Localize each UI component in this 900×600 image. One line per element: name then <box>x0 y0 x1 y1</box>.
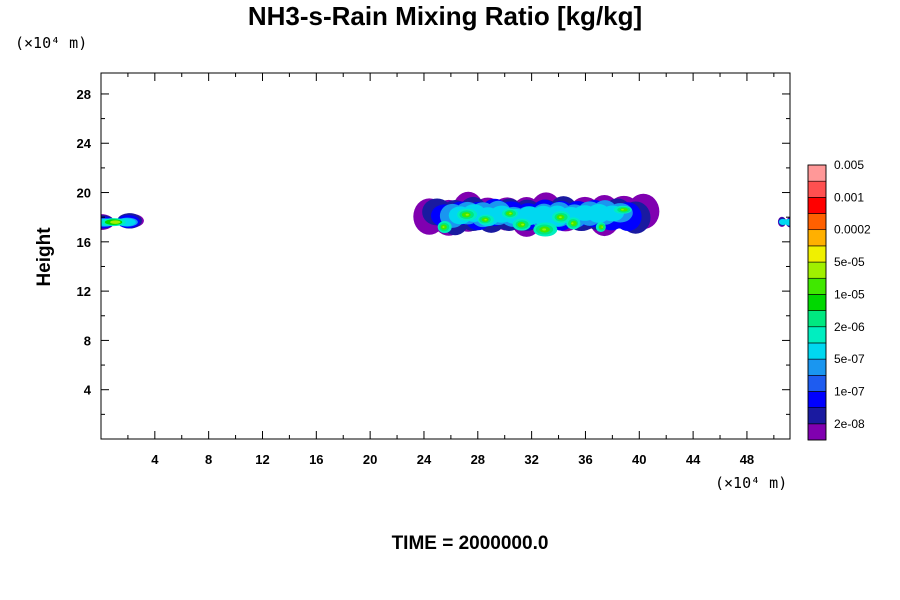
cloud-region <box>777 216 790 228</box>
x-tick-label: 28 <box>471 452 485 467</box>
cloud-core <box>442 226 445 229</box>
y-tick-label: 24 <box>77 136 92 151</box>
colorbar-legend: 2e-08 1e-07 5e-07 2e-06 1e-05 5e-05 0.0002 0.00… <box>807 158 871 441</box>
cloud-core <box>784 219 790 226</box>
colorbar-swatch <box>807 358 827 376</box>
cloud-region <box>413 191 660 237</box>
x-tick-label: 4 <box>151 452 159 467</box>
cloud-region <box>101 213 144 230</box>
cloud-core <box>509 212 512 215</box>
cloud-core <box>558 216 562 219</box>
colorbar-label: 0.001 <box>834 190 864 204</box>
cloud-core <box>521 223 525 226</box>
colorbar-swatch <box>807 164 827 182</box>
chart-title: NH3-s-Rain Mixing Ratio [kg/kg] <box>248 1 642 31</box>
colorbar-label: 1e-07 <box>834 384 865 398</box>
cloud-core <box>484 218 487 221</box>
cloud-core <box>601 226 604 228</box>
colorbar-swatch <box>807 310 827 328</box>
cloud-core <box>542 228 547 231</box>
cloud-core <box>570 220 577 226</box>
y-tick-label: 28 <box>77 87 91 102</box>
colorbar-frame <box>807 164 827 441</box>
x-axis: 4 8 12 16 20 24 28 32 36 40 44 48 <box>127 73 775 467</box>
plot-frame <box>100 72 791 440</box>
colorbar-swatch <box>807 423 827 441</box>
colorbar-swatch <box>807 342 827 360</box>
cloud-core <box>571 222 574 225</box>
colorbar-swatch <box>807 407 827 425</box>
x-tick-label: 32 <box>524 452 538 467</box>
x-tick-label: 48 <box>740 452 754 467</box>
x-tick-label: 40 <box>632 452 646 467</box>
x-axis-unit: (×10⁴ m) <box>715 474 787 492</box>
x-tick-label: 36 <box>578 452 592 467</box>
plot-field <box>101 191 790 237</box>
colorbar-swatch <box>807 391 827 408</box>
colorbar-swatch <box>807 374 827 392</box>
x-tick-label: 8 <box>205 452 212 467</box>
y-tick-label: 4 <box>84 383 92 398</box>
colorbar-swatch <box>807 180 827 198</box>
colorbar-swatch <box>807 213 827 231</box>
colorbar-swatch <box>807 197 827 214</box>
y-axis-unit: (×10⁴ m) <box>15 34 87 52</box>
x-tick-label: 24 <box>417 452 432 467</box>
colorbar-label: 0.0002 <box>834 223 871 237</box>
colorbar-label: 5e-07 <box>834 352 865 366</box>
time-label: TIME = 2000000.0 <box>392 533 549 554</box>
y-axis-title: Height <box>34 227 55 287</box>
colorbar-label: 2e-08 <box>834 417 865 431</box>
x-tick-label: 16 <box>309 452 323 467</box>
y-tick-label: 16 <box>77 235 91 250</box>
colorbar-swatch <box>807 294 827 311</box>
colorbar-swatch <box>807 245 827 263</box>
x-tick-label: 44 <box>686 452 701 467</box>
x-tick-label: 20 <box>363 452 377 467</box>
y-tick-label: 8 <box>84 333 91 348</box>
x-tick-label: 12 <box>255 452 269 467</box>
colorbar-swatch <box>807 277 827 295</box>
colorbar-label: 2e-06 <box>834 320 865 334</box>
y-axis: 4 8 12 16 20 24 28 <box>77 87 790 415</box>
cloud-core <box>465 213 469 216</box>
cloud-core <box>599 224 604 230</box>
colorbar-label: 0.005 <box>834 158 864 172</box>
colorbar-label: 5e-05 <box>834 255 865 269</box>
cloud-core <box>110 220 121 224</box>
colorbar-label: 1e-05 <box>834 287 865 301</box>
y-tick-label: 20 <box>77 186 91 201</box>
cloud-core <box>621 209 624 211</box>
y-tick-label: 12 <box>77 284 91 299</box>
colorbar-swatch <box>807 261 827 279</box>
colorbar-swatch <box>807 326 827 344</box>
colorbar-swatch <box>807 229 827 247</box>
